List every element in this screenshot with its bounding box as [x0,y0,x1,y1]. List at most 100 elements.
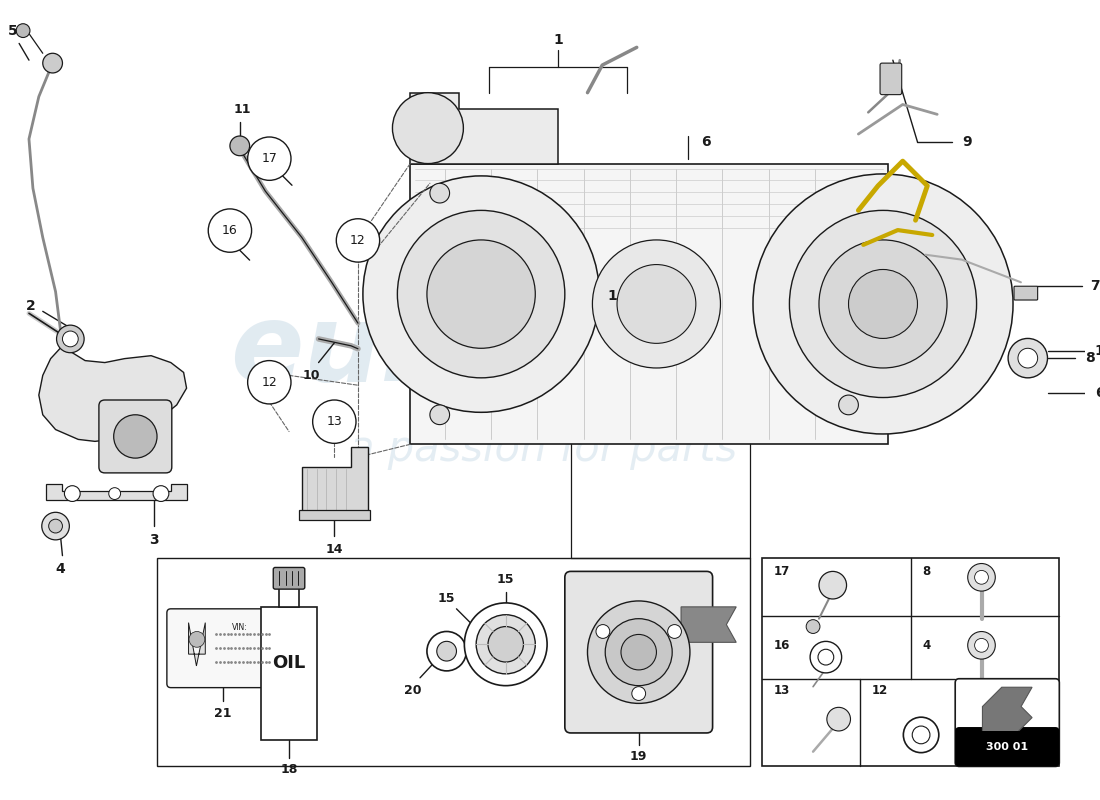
Text: OIL: OIL [273,654,306,672]
Polygon shape [410,93,558,163]
Text: 14: 14 [326,543,343,556]
Polygon shape [46,484,187,501]
Circle shape [65,486,80,502]
Circle shape [363,176,600,412]
Circle shape [587,601,690,703]
Circle shape [208,209,252,252]
Text: 11: 11 [234,103,252,116]
Polygon shape [301,447,367,516]
Text: 6: 6 [1094,386,1100,400]
Circle shape [621,634,657,670]
Text: eurospares: eurospares [230,298,915,404]
Polygon shape [188,622,206,666]
Text: 16: 16 [222,224,238,237]
FancyBboxPatch shape [99,400,172,473]
Polygon shape [982,687,1032,737]
Text: 18: 18 [280,763,298,776]
Text: 15: 15 [497,573,515,586]
FancyBboxPatch shape [1014,286,1037,300]
Text: 1: 1 [1094,344,1100,358]
Circle shape [430,183,450,203]
Text: 1: 1 [553,34,563,47]
Text: 7: 7 [1090,279,1100,294]
Text: 17: 17 [262,152,277,165]
Circle shape [975,638,989,652]
Circle shape [427,631,466,671]
Text: 5: 5 [9,24,18,38]
Circle shape [476,614,536,674]
Circle shape [820,240,947,368]
Text: 12: 12 [262,376,277,389]
Circle shape [1018,348,1037,368]
Circle shape [48,519,63,533]
Text: 17: 17 [773,565,790,578]
Circle shape [16,24,30,38]
Circle shape [488,626,524,662]
Text: a passion for parts: a passion for parts [349,428,737,470]
FancyBboxPatch shape [880,63,902,94]
Circle shape [189,631,205,647]
Circle shape [437,642,456,661]
Text: 12: 12 [872,684,888,697]
Text: 16: 16 [773,639,790,652]
Text: 300 01: 300 01 [987,742,1028,752]
Circle shape [806,620,820,634]
Circle shape [818,650,834,665]
FancyBboxPatch shape [955,727,1059,766]
FancyBboxPatch shape [564,571,713,733]
Circle shape [1008,338,1047,378]
Circle shape [248,361,292,404]
Circle shape [230,136,250,156]
FancyBboxPatch shape [955,678,1059,766]
Circle shape [337,218,379,262]
Circle shape [593,240,721,368]
Circle shape [596,625,609,638]
FancyBboxPatch shape [167,609,278,688]
Text: 3: 3 [150,533,158,547]
Circle shape [56,325,84,353]
Circle shape [968,563,996,591]
Text: 2: 2 [26,299,36,314]
Circle shape [312,400,356,443]
Circle shape [427,240,536,348]
Text: 2025: 2025 [869,208,946,237]
Circle shape [430,405,450,425]
Text: 8: 8 [1085,351,1094,365]
Polygon shape [262,607,317,740]
Circle shape [63,331,78,347]
Circle shape [113,414,157,458]
Circle shape [393,93,463,163]
Bar [157,558,750,766]
Circle shape [848,270,917,338]
Circle shape [968,631,996,659]
Text: 6: 6 [701,135,711,149]
Text: 20: 20 [405,684,422,697]
Circle shape [827,707,850,731]
Text: 15: 15 [438,593,455,606]
Circle shape [248,137,292,180]
Text: 12: 12 [350,234,366,247]
FancyBboxPatch shape [273,567,305,589]
Circle shape [43,54,63,73]
Circle shape [617,265,696,343]
Circle shape [838,395,858,414]
Text: 21: 21 [213,706,231,720]
Circle shape [631,686,646,701]
Text: 13: 13 [327,415,342,428]
Circle shape [109,488,121,499]
Text: VIN:: VIN: [232,623,248,632]
Polygon shape [681,607,736,642]
Circle shape [790,210,977,398]
Text: 13: 13 [773,684,790,697]
Text: 8: 8 [923,565,931,578]
Bar [959,731,1055,762]
Circle shape [605,618,672,686]
Circle shape [820,571,847,599]
Text: 4: 4 [923,639,931,652]
Circle shape [754,174,1013,434]
Circle shape [42,512,69,540]
Circle shape [397,210,564,378]
FancyBboxPatch shape [299,510,370,520]
Circle shape [903,717,938,753]
Circle shape [975,570,989,584]
